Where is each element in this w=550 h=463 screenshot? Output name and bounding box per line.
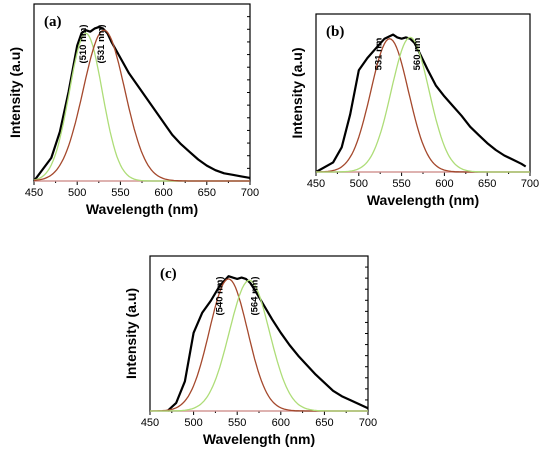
x-tick-label: 600	[435, 178, 453, 190]
peak-label: (540 nm)	[214, 276, 225, 315]
x-tick-label: 450	[141, 417, 159, 429]
spectrum-line	[315, 33, 527, 173]
spectrum-line	[166, 275, 369, 412]
x-tick-label: 600	[272, 417, 290, 429]
peak-label: 531 nm	[373, 38, 384, 71]
fit-curve-2	[33, 32, 250, 182]
x-tick-label: 500	[68, 187, 86, 199]
panel-label: (c)	[160, 266, 177, 282]
y-axis-title: Intensity (a.u)	[289, 47, 305, 138]
panel-label: (b)	[326, 24, 344, 40]
spectrum-line	[33, 26, 251, 182]
x-tick-label: 500	[350, 178, 368, 190]
x-tick-label: 650	[478, 178, 496, 190]
panel-label: (a)	[44, 14, 62, 30]
peak-label: (531 nm)	[96, 24, 107, 63]
x-tick-label: 650	[198, 187, 216, 199]
x-tick-label: 550	[392, 178, 410, 190]
x-tick-label: 550	[228, 417, 246, 429]
peak-label: (510 nm)	[78, 24, 89, 63]
y-axis-title: Intensity (a.u)	[7, 47, 23, 138]
fit-curve-3	[33, 29, 250, 182]
chart-panel-1: 450 500 550 600 650 700 Wavelength (nm) Intensi…	[7, 3, 259, 217]
x-tick-label: 450	[25, 187, 43, 199]
peak-label: 560 nm	[412, 38, 423, 71]
x-tick-label: 650	[315, 417, 333, 429]
peak-label: (564 nm)	[249, 276, 260, 315]
chart-panel-2: 450 500 550 600 650 700 Wavelength (nm) Intensi…	[289, 13, 539, 208]
x-tick-label: 600	[154, 187, 172, 199]
x-tick-label: 700	[359, 417, 377, 429]
x-tick-label: 500	[184, 417, 202, 429]
x-axis-title: Wavelength (nm)	[203, 431, 315, 447]
y-axis-title: Intensity (a.u)	[123, 288, 139, 379]
x-tick-label: 450	[307, 178, 325, 190]
chart-panel-3: 450 500 550 600 650 700 Wavelength (nm) Intensi…	[123, 255, 377, 447]
x-tick-label: 700	[521, 178, 539, 190]
x-tick-label: 700	[241, 187, 259, 199]
fit-curve-3	[150, 279, 368, 412]
x-tick-label: 550	[111, 187, 129, 199]
x-axis-title: Wavelength (nm)	[86, 201, 198, 217]
x-axis-title: Wavelength (nm)	[367, 192, 479, 208]
fit-curve-3	[316, 36, 530, 173]
